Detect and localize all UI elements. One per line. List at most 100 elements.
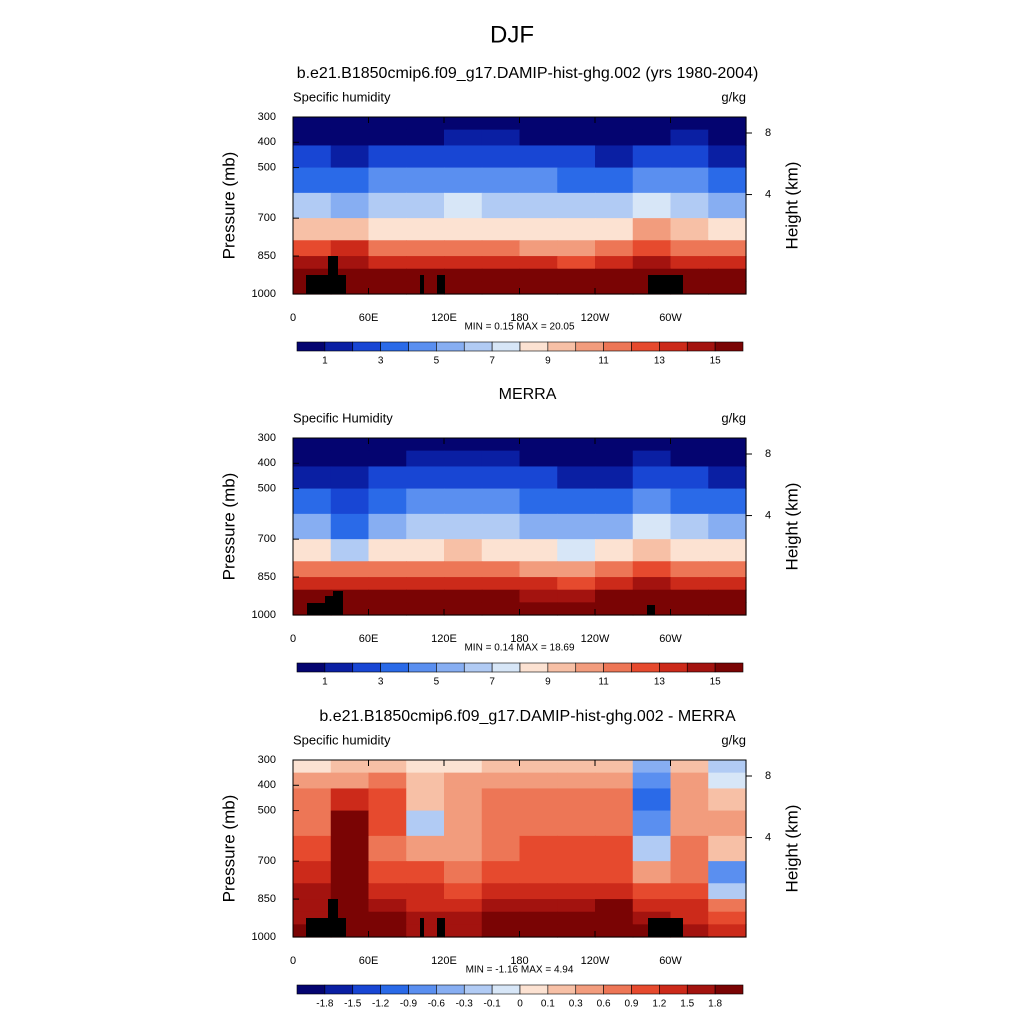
contour-cell — [444, 268, 483, 282]
colorbar-box — [631, 341, 660, 352]
contour-cell — [481, 810, 521, 837]
contour-cell — [595, 117, 634, 131]
contour-cell — [557, 117, 596, 131]
contour-cell — [708, 899, 747, 913]
contour-cell — [368, 861, 407, 884]
colorbar-box — [491, 984, 521, 995]
contour-cell — [444, 218, 483, 241]
contour-cell — [519, 466, 558, 490]
y-tick-label: 300 — [258, 754, 276, 766]
contour-cell — [330, 488, 370, 515]
contour-cell — [330, 899, 370, 913]
contour-cell — [330, 861, 370, 884]
contour-cell — [519, 281, 558, 295]
contour-cell — [368, 450, 407, 468]
contour-cell — [519, 561, 558, 578]
contour-cell — [444, 129, 483, 147]
contour-cell — [708, 810, 747, 837]
axes: b.e21.B1850cmip6.f09_g17.DAMIP-hist-ghg.… — [219, 65, 801, 1009]
colorbar-box — [408, 341, 437, 352]
contour-cell — [406, 466, 445, 490]
contour-cell — [406, 602, 445, 616]
contour-cell — [519, 240, 558, 257]
contour-cell — [708, 281, 747, 295]
contour-cell — [708, 924, 747, 938]
contour-cell — [330, 256, 370, 270]
contour-cell — [481, 117, 521, 131]
contour-cell — [708, 760, 747, 774]
contour-cell — [368, 438, 407, 452]
contour-cell — [293, 539, 332, 562]
colorbar-box — [324, 341, 354, 352]
contour-cell — [330, 810, 370, 837]
contour-cell — [519, 117, 558, 131]
right-string: g/kg — [721, 89, 746, 104]
contour-cell — [293, 488, 332, 515]
contour-cell — [293, 760, 332, 774]
contour-cell — [670, 899, 709, 913]
contour-cell — [444, 438, 483, 452]
contour-cell — [406, 281, 445, 295]
y-tick-label: 700 — [258, 212, 276, 224]
colorbar-label: 0.9 — [625, 999, 639, 1010]
contour-cell — [670, 883, 709, 900]
contour-cell — [557, 145, 596, 169]
colorbar-box — [603, 662, 632, 673]
contour-cell — [406, 240, 445, 257]
contour-cell — [406, 117, 445, 131]
x-tick-label: 120E — [431, 955, 457, 967]
contour-cell — [670, 835, 709, 862]
contour-cell — [519, 577, 558, 591]
contour-cell — [595, 772, 634, 790]
contour-cell — [519, 129, 558, 147]
contour-cell — [368, 911, 407, 925]
contour-cell — [330, 145, 370, 169]
contour-cell — [595, 256, 634, 270]
contour-cell — [368, 577, 407, 591]
contour-cell — [557, 240, 596, 257]
contour-cell — [670, 772, 709, 790]
contour-cell — [481, 589, 521, 603]
y-tick-label: 1000 — [252, 288, 276, 300]
contour-cell — [670, 256, 709, 270]
contour-cell — [481, 772, 521, 790]
contour-cell — [708, 268, 747, 282]
contour-cell — [444, 760, 483, 774]
terrain — [325, 596, 333, 615]
contour-cell — [330, 883, 370, 900]
contour-cell — [632, 577, 672, 591]
contour-cell — [444, 240, 483, 257]
colorbar-label: 0.3 — [569, 999, 583, 1010]
contour-cell — [481, 602, 521, 616]
contour-cell — [444, 924, 483, 938]
y-tick-label: 400 — [258, 779, 276, 791]
contour-cell — [481, 539, 521, 562]
contour-cell — [406, 218, 445, 241]
contour-cell — [519, 488, 558, 515]
contour-cell — [444, 883, 483, 900]
left-string: Specific humidity — [293, 732, 391, 747]
contour-cell — [595, 450, 634, 468]
colorbar-box — [603, 984, 632, 995]
contour-cell — [670, 240, 709, 257]
contour-cell — [293, 256, 332, 270]
terrain — [333, 591, 343, 615]
contour-cell — [670, 450, 709, 468]
contour-cell — [368, 883, 407, 900]
contour-cell — [595, 561, 634, 578]
x-tick-label: 180 — [510, 312, 528, 324]
colorbar-box — [436, 341, 465, 352]
contour-cell — [406, 129, 445, 147]
contour-cell — [557, 911, 596, 925]
contour-cell — [595, 129, 634, 147]
contour-cell — [670, 602, 709, 616]
contour-cell — [444, 561, 483, 578]
contour-cell — [519, 810, 558, 837]
contour-cell — [708, 589, 747, 603]
contour-cell — [708, 488, 747, 515]
terrain — [328, 899, 338, 918]
contour-cell — [632, 218, 672, 241]
contour-cell — [330, 240, 370, 257]
colorbar-box — [408, 662, 437, 673]
contour-cell — [330, 561, 370, 578]
